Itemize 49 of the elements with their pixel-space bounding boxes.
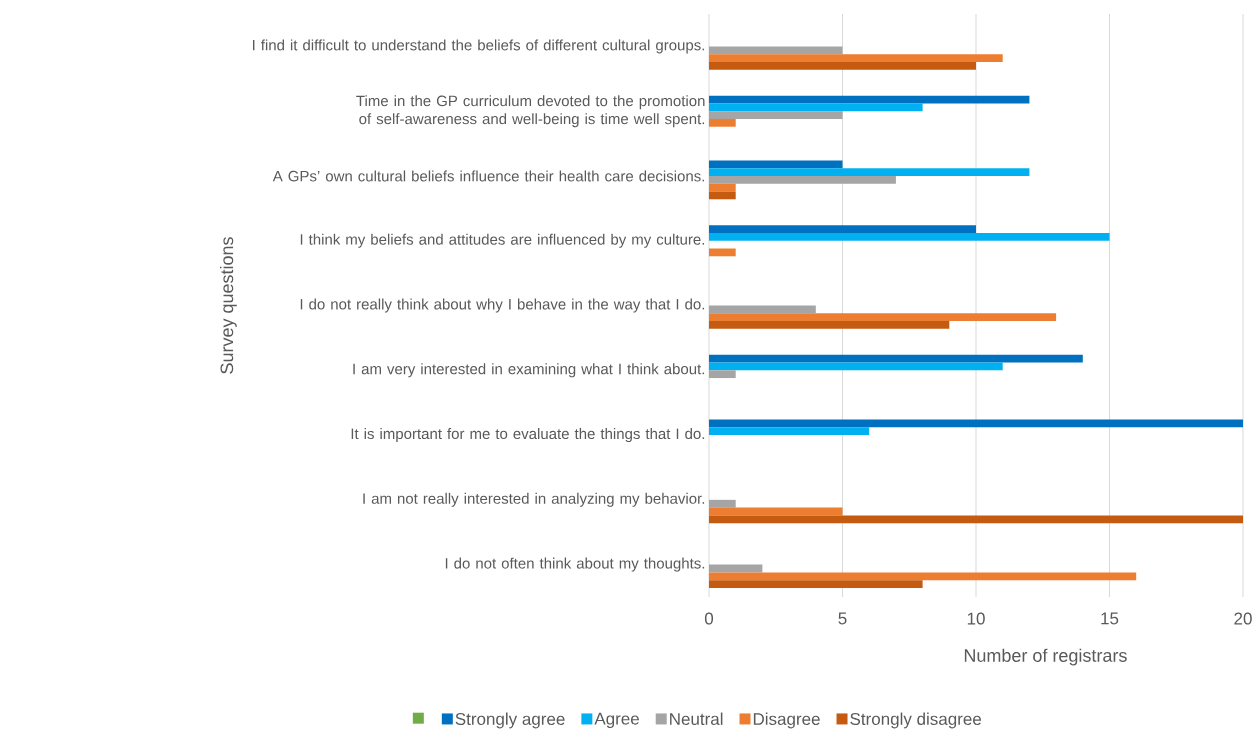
- bar: [709, 183, 736, 192]
- y-axis-title: Survey questions: [220, 237, 237, 374]
- y-tick-label: Time in the GP curriculum devoted to the promotion of self-awareness and well-being is time well spent.: [356, 95, 705, 128]
- x-axis-title: Number of registrars: [964, 648, 1127, 666]
- bar: [709, 225, 976, 233]
- bar: [709, 191, 736, 200]
- bar: [709, 321, 950, 329]
- y-tick-label: I find it difficult to understand the beliefs of different cultural groups.: [253, 39, 705, 54]
- bar: [709, 313, 1057, 322]
- bar: [709, 46, 843, 55]
- bar: [709, 370, 736, 379]
- bar: [709, 232, 1110, 241]
- bar: [709, 499, 736, 508]
- bar: [709, 507, 843, 516]
- x-tick-label: 5: [838, 612, 847, 625]
- bar: [709, 54, 1003, 62]
- bar: [709, 427, 870, 436]
- legend-label: Disagree: [753, 712, 820, 729]
- bar: [709, 515, 1244, 524]
- legend-label: Strongly agree: [455, 712, 565, 729]
- bar: [709, 160, 843, 169]
- bar: [709, 580, 923, 588]
- x-tick-label: 0: [704, 612, 714, 625]
- y-tick-label: A GPs’ own cultural beliefs influence their health care decisions.: [272, 170, 705, 182]
- bar: [709, 362, 1003, 371]
- legend-label: Neutral: [670, 712, 723, 726]
- legend-label: Strongly disagree: [850, 712, 982, 729]
- bar: [709, 419, 1244, 428]
- bar: [709, 95, 1030, 104]
- y-tick-label: I do not really think about why I behave in the way that I do.: [300, 298, 705, 313]
- bar: [709, 168, 1030, 176]
- bar: [709, 572, 1137, 581]
- bar: [709, 111, 843, 119]
- y-tick-label: I am very interested in examining what I think about.: [353, 363, 705, 378]
- x-tick-label: 10: [967, 612, 985, 625]
- bar: [709, 175, 896, 184]
- bar: [709, 354, 1083, 363]
- bar: [709, 61, 976, 70]
- y-tick-label: I am not really interested in analyzing my behavior.: [363, 492, 705, 507]
- bar: [709, 305, 816, 314]
- y-tick-label: I think my beliefs and attitudes are influenced by my culture.: [300, 233, 705, 248]
- bar: [709, 248, 736, 257]
- x-tick-label: 15: [1101, 612, 1119, 625]
- bar: [709, 103, 923, 112]
- bar: [709, 118, 736, 127]
- x-tick-label: 20: [1234, 612, 1252, 625]
- y-tick-label: It is important for me to evaluate the things that I do.: [351, 428, 705, 443]
- y-tick-label: I do not often think about my thoughts.: [445, 557, 705, 572]
- legend-label: Agree: [594, 712, 639, 729]
